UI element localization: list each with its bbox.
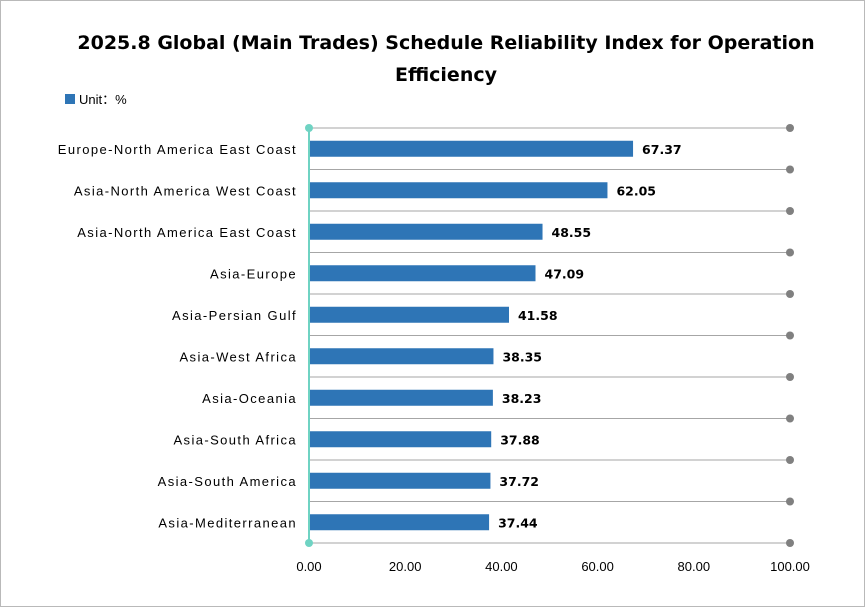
gridline-end-marker: [786, 248, 794, 257]
gridline-end-marker: [786, 331, 794, 340]
category-label: Asia-Oceania: [202, 391, 297, 406]
bar: [310, 265, 536, 282]
bar: [310, 306, 509, 323]
data-label: 37.44: [498, 515, 538, 530]
bar: [310, 431, 492, 448]
data-label: 38.23: [502, 391, 542, 406]
axis-bottom-marker: [305, 539, 313, 547]
data-label: 48.55: [552, 225, 592, 240]
category-label: Asia-South Africa: [173, 432, 297, 447]
category-label: Europe-North America East Coast: [58, 142, 297, 157]
x-tick-label: 100.00: [770, 559, 810, 574]
data-label: 37.88: [500, 432, 540, 447]
gridline-end-marker: [786, 539, 794, 547]
data-label: 41.58: [518, 308, 558, 323]
gridline-end-marker: [786, 207, 794, 215]
gridline-end-marker: [786, 124, 794, 132]
gridline-end-marker: [786, 165, 794, 174]
category-label: Asia-South America: [158, 474, 297, 489]
category-label: Asia-Persian Gulf: [172, 308, 297, 323]
x-tick-label: 60.00: [581, 559, 614, 574]
category-label: Asia-West Africa: [179, 349, 297, 364]
gridline-end-marker: [786, 497, 794, 506]
bar: [310, 223, 543, 240]
category-label: Asia-North America East Coast: [77, 225, 297, 240]
data-label: 62.05: [616, 183, 656, 198]
gridline-end-marker: [786, 456, 794, 464]
bar: [310, 140, 634, 157]
bar: [310, 389, 493, 406]
legend: Unit：%: [65, 89, 127, 108]
bar: [310, 182, 608, 199]
legend-label: Unit：%: [79, 92, 127, 107]
data-label: 38.35: [502, 349, 542, 364]
data-label: 37.72: [499, 474, 539, 489]
gridline-end-marker: [786, 414, 794, 423]
x-tick-label: 0.00: [296, 559, 321, 574]
x-tick-label: 20.00: [389, 559, 422, 574]
legend-swatch: [65, 93, 75, 104]
gridline-end-marker: [786, 373, 794, 381]
category-label: Asia-Mediterranean: [158, 515, 297, 530]
category-label: Asia-North America West Coast: [74, 183, 297, 198]
axis-top-marker: [305, 124, 313, 132]
category-label: Asia-Europe: [210, 266, 297, 281]
bar: [310, 348, 494, 365]
data-label: 67.37: [642, 142, 682, 157]
x-tick-label: 80.00: [678, 559, 711, 574]
x-tick-label: 40.00: [485, 559, 518, 574]
data-label: 47.09: [545, 266, 585, 281]
bar: [310, 472, 491, 489]
bar: [310, 514, 490, 531]
chart-title: 2025.8 Global (Main Trades) Schedule Rel…: [77, 32, 815, 86]
gridline-end-marker: [786, 290, 794, 298]
